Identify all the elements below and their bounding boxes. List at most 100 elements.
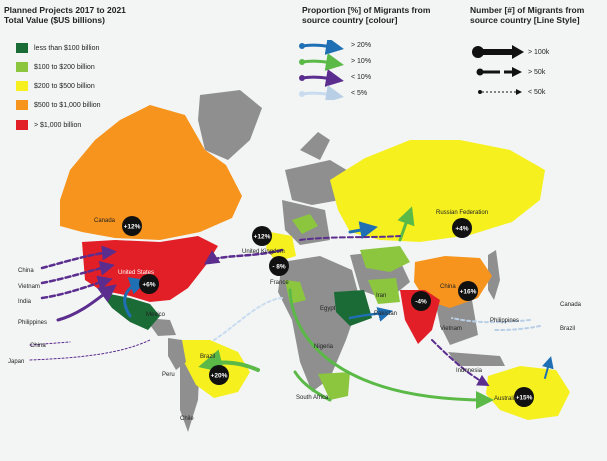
swatch-yellow — [16, 81, 28, 91]
russia-shape — [330, 140, 545, 242]
label-brazil-right: Brazil — [560, 326, 575, 332]
badge-uk: +12% — [252, 226, 272, 246]
badge-france: - 8% — [269, 256, 289, 276]
south-africa-shape — [318, 372, 350, 400]
label-china-asia: China — [440, 284, 456, 290]
label-united-states: United States — [118, 270, 154, 276]
route-blue-pakistan — [348, 307, 393, 322]
legend-value-item: $100 to $200 billion — [16, 62, 95, 72]
route-blue-mexico-us — [123, 277, 148, 318]
legend-value-item: $500 to $1,000 billion — [16, 100, 101, 110]
svg-text:+20%: +20% — [211, 373, 228, 380]
label-peru: Peru — [162, 372, 175, 378]
label-indonesia: Indonesia — [456, 368, 483, 374]
legend-proportion-title: Proportion [%] of Migrants from source c… — [302, 5, 431, 25]
badge-canada: +12% — [122, 216, 142, 236]
route-purple-vietnam-us — [40, 260, 115, 285]
legend-number-label: > 50k — [528, 69, 546, 76]
route-purple-phil-us — [56, 284, 117, 322]
route-green-sa — [293, 370, 332, 402]
legend-proportion-arrows — [299, 40, 344, 100]
route-pale-canada — [451, 317, 531, 324]
route-blue-asia — [348, 221, 378, 240]
svg-text:+12%: +12% — [124, 224, 141, 231]
label-united-kingdom: United Kingdom — [242, 249, 285, 255]
swatch-red — [16, 120, 28, 130]
svg-text:+6%: +6% — [142, 282, 155, 289]
svg-text:+4%: +4% — [455, 226, 468, 233]
swatch-light-green — [16, 62, 28, 72]
route-purple-uk-canada — [203, 248, 284, 265]
iran-shape — [368, 278, 400, 304]
label-philippines-left: Philippines — [18, 320, 47, 326]
route-purple-india-aus — [431, 339, 490, 386]
legend-number-label: < 50k — [528, 89, 546, 96]
badge-australia: +15% — [514, 387, 534, 407]
legend-value-title: Planned Projects 2017 to 2021 Total Valu… — [4, 5, 126, 25]
badge-china: +16% — [458, 281, 478, 301]
label-japan: Japan — [8, 359, 24, 365]
route-green-asia — [397, 206, 415, 242]
kazakh-green-shape — [360, 246, 410, 272]
swatch-dark-green — [16, 43, 28, 53]
label-philippines-asia: Philippines — [490, 318, 519, 324]
saudi-shape — [334, 290, 372, 326]
label-france: France — [270, 280, 289, 286]
badge-united-states: +6% — [139, 274, 159, 294]
svg-text:- 8%: - 8% — [272, 264, 286, 271]
svg-text:+15%: +15% — [516, 395, 533, 402]
legend-number-title: Number [#] of Migrants from source count… — [470, 5, 585, 25]
legend-proportion-label: > 10% — [351, 58, 372, 65]
label-mexico: Mexico — [146, 312, 166, 318]
legend-number-label: > 100k — [528, 49, 550, 56]
route-purple-china-us — [40, 245, 117, 270]
legend-value-item: $200 to $500 billion — [16, 81, 95, 91]
label-vietnam-asia: Vietnam — [440, 326, 462, 332]
label-iran: Iran — [376, 293, 386, 299]
route-purple-india-us — [40, 275, 113, 300]
route-pale-brazil — [493, 325, 541, 331]
peru-shape — [168, 338, 186, 370]
label-canada-right: Canada — [560, 302, 582, 308]
label-china-left: China — [18, 268, 34, 274]
legend-proportion-label: < 10% — [351, 74, 372, 81]
route-green-uk-australia — [288, 288, 494, 409]
route-purple-europe — [299, 235, 401, 241]
badge-india: -4% — [411, 291, 431, 311]
label-russia: Russian Federation — [436, 210, 488, 216]
label-south-africa: South Africa — [296, 395, 329, 401]
legend-value-item: > $1,000 billion — [16, 120, 81, 130]
canada-shape — [60, 105, 242, 240]
label-brazil: Brazil — [200, 354, 215, 360]
western-europe-yellow — [266, 232, 296, 262]
route-pale-atlantic — [213, 297, 283, 341]
country-labels: Canada United States Mexico China Vietna… — [8, 210, 582, 422]
badge-russia: +4% — [452, 218, 472, 238]
label-chile: Chile — [180, 416, 194, 422]
label-pakistan: Pakistan — [374, 311, 397, 317]
badge-brazil: +20% — [209, 365, 229, 385]
label-china-pacific: China — [30, 343, 46, 349]
route-purple-china-us-long — [29, 341, 71, 346]
route-blue-aus — [542, 356, 554, 379]
swatch-orange — [16, 100, 28, 110]
label-india-left: India — [18, 299, 32, 305]
label-vietnam-left: Vietnam — [18, 284, 40, 290]
svg-text:+16%: +16% — [460, 289, 477, 296]
route-purple-japan — [29, 339, 151, 361]
migration-routes — [29, 206, 554, 409]
svg-text:+12%: +12% — [254, 234, 271, 241]
label-australia: Australia — [494, 396, 518, 402]
label-nigeria: Nigeria — [314, 344, 334, 350]
percentage-badges: +12% +6% +12% - 8% +4% -4% +16% +20% +15… — [122, 216, 534, 407]
route-green-brazil — [198, 349, 260, 373]
svg-text:-4%: -4% — [415, 299, 427, 306]
label-egypt: Egypt — [320, 306, 336, 312]
europe-green — [292, 214, 318, 234]
legend-proportion-label: < 5% — [351, 90, 368, 97]
label-canada: Canada — [94, 218, 116, 224]
legend-value-item: less than $100 billion — [16, 43, 99, 53]
legend-proportion-label: > 20% — [351, 42, 372, 49]
